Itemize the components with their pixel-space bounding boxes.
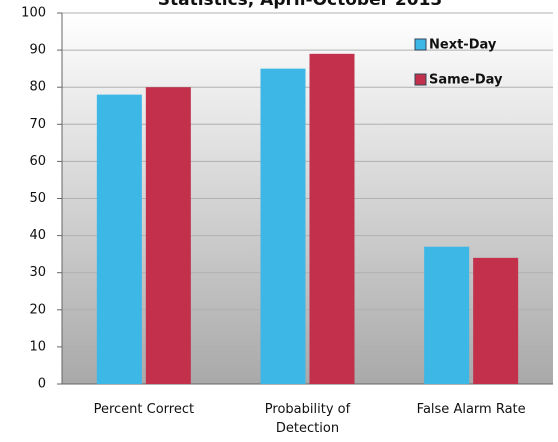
y-tick-label: 40 [29, 228, 46, 243]
bar [260, 68, 306, 385]
bar [309, 53, 355, 385]
y-tick-label: 50 [29, 191, 46, 206]
x-tick-label: False Alarm Rate [416, 402, 526, 417]
bar [424, 246, 470, 384]
y-tick-label: 60 [29, 154, 46, 169]
y-tick-label: 10 [29, 339, 46, 354]
legend-swatch [414, 73, 427, 86]
y-tick-label: 70 [29, 117, 46, 132]
y-tick-label: 100 [21, 6, 46, 21]
bar [145, 87, 191, 384]
legend-label: Next-Day [429, 38, 497, 53]
x-tick-label: Probability of Detection [264, 402, 351, 436]
legend-swatch [414, 38, 427, 51]
chart-title: Statistics, April-October 2013 [158, 0, 443, 10]
y-tick-label: 30 [29, 265, 46, 280]
bar [473, 257, 519, 384]
y-tick-label: 20 [29, 302, 46, 317]
legend-label: Same-Day [429, 73, 503, 88]
bar [96, 94, 142, 385]
y-tick-label: 80 [29, 80, 46, 95]
y-tick-label: 0 [38, 377, 46, 392]
y-tick-label: 90 [29, 43, 46, 58]
x-tick-label: Percent Correct [93, 402, 195, 417]
